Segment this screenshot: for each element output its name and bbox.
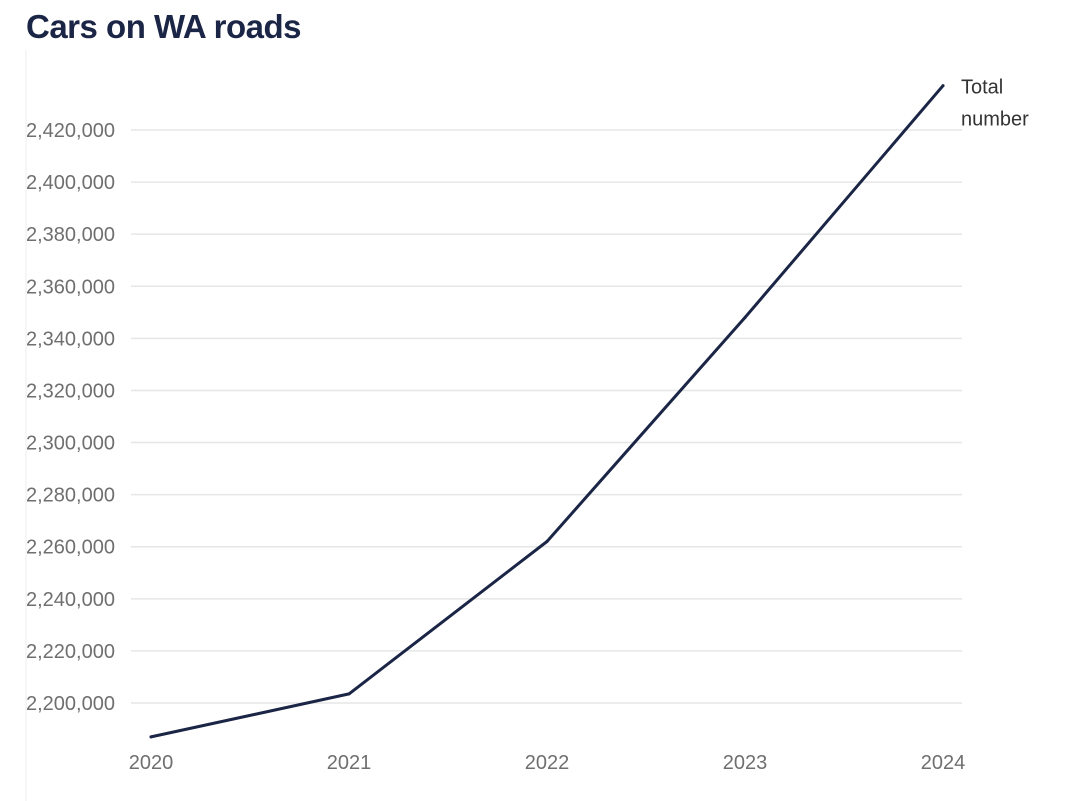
y-tick-label: 2,240,000 (26, 589, 115, 611)
series-label-line: Total (961, 77, 1003, 99)
x-tick-label: 2020 (129, 752, 174, 774)
gridlines (131, 129, 962, 704)
series-line (149, 84, 945, 739)
x-axis-tick-labels: 2020 2021 2022 2023 2024 (129, 752, 966, 774)
data-point (941, 84, 945, 88)
x-tick-label: 2023 (723, 752, 768, 774)
series-labels: Total number (961, 77, 1029, 131)
y-axis-tick-labels: 2,200,000 2,220,000 2,240,000 2,260,000 2,28… (26, 120, 115, 715)
x-tick-label: 2021 (327, 752, 372, 774)
data-point (743, 316, 747, 320)
y-tick-label: 2,280,000 (26, 485, 115, 507)
x-tick-label: 2024 (921, 752, 966, 774)
y-tick-label: 2,360,000 (26, 276, 115, 298)
series-lines (149, 84, 945, 739)
y-tick-label: 2,260,000 (26, 537, 115, 559)
chart-title: Cars on WA roads (26, 8, 302, 45)
data-point (545, 540, 549, 544)
y-tick-label: 2,220,000 (26, 641, 115, 663)
y-tick-label: 2,200,000 (26, 693, 115, 715)
y-tick-label: 2,300,000 (26, 433, 115, 455)
y-tick-label: 2,320,000 (26, 380, 115, 402)
data-point (347, 692, 351, 696)
series-label: Total number (961, 77, 1029, 131)
data-point (149, 735, 153, 739)
y-tick-label: 2,400,000 (26, 172, 115, 194)
y-tick-label: 2,380,000 (26, 224, 115, 246)
x-tick-label: 2022 (525, 752, 570, 774)
y-tick-label: 2,420,000 (26, 120, 115, 142)
series-label-line: number (961, 109, 1029, 131)
y-tick-label: 2,340,000 (26, 328, 115, 350)
